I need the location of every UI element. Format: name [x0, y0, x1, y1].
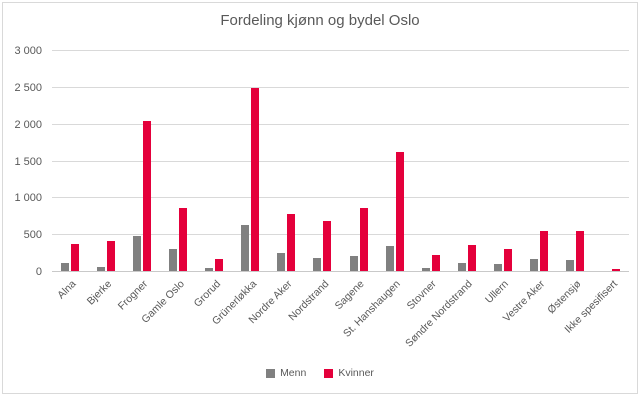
bar-kvinner-søndre-nordstrand — [467, 245, 476, 271]
y-tick-label-3000: 3 000 — [14, 45, 42, 57]
bar-group-sagene — [349, 50, 368, 271]
legend-item-menn: Menn — [266, 367, 306, 379]
bar-menn-gamle-oslo — [169, 248, 178, 271]
gridline-1500 — [52, 160, 629, 162]
bar-group-grorud — [205, 50, 224, 271]
bar-group-søndre-nordstrand — [457, 50, 476, 271]
y-tick-label-2000: 2 000 — [14, 118, 42, 131]
x-tick-label-søndre-nordstrand: Søndre Nordstrand — [403, 278, 476, 350]
bar-kvinner-ullern — [503, 248, 512, 271]
legend-label-menn: Menn — [280, 367, 307, 379]
bar-group-østensjø — [565, 50, 584, 271]
bar-menn-nordre-aker — [277, 252, 286, 271]
bar-kvinner-stovner — [431, 255, 440, 271]
bar-menn-vestre-aker — [529, 258, 538, 271]
bar-menn-ullern — [493, 264, 502, 271]
legend-label-kvinner: Kvinner — [338, 367, 374, 379]
x-tick-label-bjerke: Bjerke — [85, 278, 115, 308]
bar-kvinner-alna — [71, 244, 80, 271]
bar-group-vestre-aker — [529, 50, 548, 271]
gridline-1000 — [52, 197, 629, 199]
x-tick-label-grorud: Grorud — [191, 278, 223, 310]
bar-menn-bjerke — [97, 267, 106, 271]
y-tick-label-2500: 2 500 — [14, 81, 42, 94]
bar-menn-grünerløkka — [241, 224, 250, 271]
bar-group-bjerke — [97, 50, 116, 271]
x-tick-label-sagene: Sagene — [332, 278, 368, 313]
bar-kvinner-st-hanshaugen — [395, 151, 404, 271]
bar-kvinner-sagene — [359, 207, 368, 271]
bar-group-nordstrand — [313, 50, 332, 271]
bar-group-nordre-aker — [277, 50, 296, 271]
x-tick-label-stovner: Stovner — [405, 278, 440, 313]
x-tick-label-ullern: Ullern — [483, 278, 512, 306]
bar-group-frogner — [133, 50, 152, 271]
legend-item-kvinner: Kvinner — [324, 367, 374, 379]
bar-menn-østensjø — [565, 259, 574, 271]
bar-kvinner-nordstrand — [323, 220, 332, 271]
bar-menn-grorud — [205, 268, 214, 271]
bar-menn-frogner — [133, 236, 142, 271]
y-tick-label-1500: 1 500 — [14, 155, 42, 168]
bar-group-st-hanshaugen — [385, 50, 404, 271]
bar-group-ullern — [493, 50, 512, 271]
bar-group-gamle-oslo — [169, 50, 188, 271]
legend-swatch-kvinner — [324, 368, 334, 378]
x-tick-label-alna: Alna — [55, 278, 79, 302]
chart-frame: Fordeling kjønn og bydel Oslo 0 500 1 000 1… — [2, 2, 638, 394]
y-tick-label-0: 0 — [35, 266, 42, 278]
bar-menn-stovner — [421, 267, 430, 271]
bar-kvinner-bjerke — [107, 240, 116, 271]
bar-kvinner-gamle-oslo — [179, 207, 188, 271]
bar-menn-sagene — [349, 256, 358, 271]
legend-swatch-menn — [266, 368, 276, 378]
gridline-3000 — [52, 50, 629, 51]
bar-kvinner-grünerløkka — [251, 88, 260, 271]
bar-menn-alna — [61, 262, 70, 271]
gridline-500 — [52, 234, 629, 236]
bar-kvinner-østensjø — [575, 231, 584, 271]
gridline-2500 — [52, 86, 629, 88]
bar-menn-st-hanshaugen — [385, 245, 394, 271]
bars-layer — [52, 50, 629, 271]
bar-kvinner-grorud — [215, 259, 224, 271]
y-tick-label-1000: 1 000 — [14, 192, 42, 205]
bar-kvinner-frogner — [143, 120, 152, 271]
bar-kvinner-vestre-aker — [539, 231, 548, 271]
gridline-0 — [52, 271, 629, 272]
y-tick-label-500: 500 — [23, 229, 42, 242]
bar-group-stovner — [421, 50, 440, 271]
bar-kvinner-ikke-spesifisert — [611, 269, 620, 271]
plot-area: 0 500 1 000 1 500 2 000 2 500 3 000 Alna Bjerke… — [14, 45, 629, 350]
bar-group-ikke-spesifisert — [602, 50, 620, 271]
legend: Menn Kvinner — [3, 367, 637, 379]
bar-kvinner-nordre-aker — [287, 213, 296, 271]
x-tick-label-frogner: Frogner — [116, 278, 151, 313]
gridline-2000 — [52, 123, 629, 125]
chart-title: Fordeling kjønn og bydel Oslo — [220, 12, 420, 29]
bar-group-alna — [61, 50, 80, 271]
bar-menn-nordstrand — [313, 258, 322, 271]
bar-menn-søndre-nordstrand — [457, 262, 466, 271]
bar-group-grünerløkka — [241, 50, 260, 271]
